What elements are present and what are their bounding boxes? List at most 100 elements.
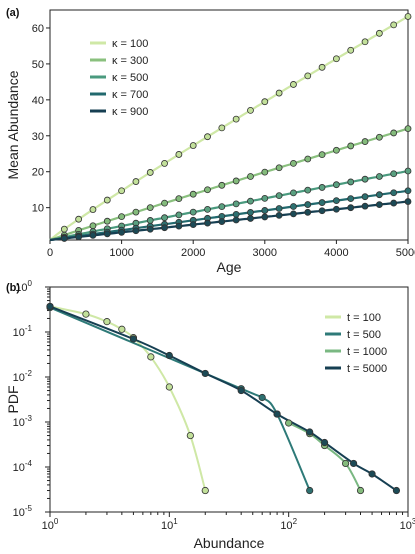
data-point: [290, 81, 297, 88]
x-tick-label: 0: [47, 247, 53, 259]
data-point: [247, 215, 254, 222]
data-point: [161, 224, 168, 232]
data-point: [275, 192, 283, 200]
x-tick-label: 102: [280, 517, 297, 532]
data-point: [356, 486, 365, 495]
data-point: [318, 184, 326, 191]
data-point: [247, 197, 254, 205]
data-point: [390, 21, 398, 29]
data-point: [129, 335, 138, 343]
data-point: [218, 181, 226, 189]
data-point: [347, 195, 355, 203]
data-point: [261, 213, 269, 221]
data-point: [118, 187, 125, 195]
data-point: [347, 46, 355, 54]
x-tick-label: 4000: [324, 247, 348, 259]
legend-label: κ = 500: [112, 72, 148, 84]
legend-label: t = 5000: [347, 363, 387, 375]
data-point: [404, 198, 412, 205]
data-point: [290, 159, 297, 167]
x-tick-label: 5000: [396, 247, 415, 259]
data-point: [165, 383, 173, 391]
data-point: [261, 168, 269, 176]
data-point: [201, 369, 209, 378]
series-line: [50, 306, 311, 491]
data-point: [175, 222, 183, 230]
x-tick-label: 2000: [181, 247, 205, 259]
data-point: [304, 72, 312, 80]
data-point: [218, 218, 226, 225]
y-tick-label: 30: [32, 131, 44, 143]
data-point: [375, 133, 383, 141]
data-point: [318, 199, 326, 206]
data-point: [118, 213, 125, 221]
data-point: [332, 197, 340, 205]
data-point: [232, 216, 240, 224]
data-point: [60, 225, 68, 233]
y-tick-label: 10: [32, 203, 44, 215]
data-point: [165, 351, 173, 360]
data-point: [175, 195, 183, 203]
data-point: [375, 201, 383, 209]
data-point: [368, 470, 376, 478]
data-point: [261, 194, 269, 202]
data-point: [404, 187, 412, 195]
data-point: [218, 124, 226, 132]
data-point: [204, 205, 211, 213]
x-axis-label: Age: [217, 259, 242, 275]
data-point: [404, 125, 412, 132]
data-point: [304, 186, 312, 194]
data-point: [204, 186, 211, 194]
y-tick-label: 20: [32, 167, 44, 179]
data-point: [347, 178, 355, 186]
data-point: [232, 115, 240, 123]
data-point: [361, 138, 369, 145]
data-point: [332, 146, 340, 154]
data-point: [275, 164, 283, 172]
data-point: [89, 231, 97, 239]
data-point: [103, 196, 111, 204]
data-point: [375, 29, 383, 37]
data-point: [375, 191, 383, 199]
legend-label: κ = 900: [112, 106, 148, 118]
x-tick-label: 3000: [253, 247, 277, 259]
data-point: [75, 215, 83, 223]
data-point: [189, 208, 197, 216]
data-point: [146, 217, 154, 224]
data-point: [318, 63, 326, 71]
data-point: [147, 353, 155, 361]
data-point: [306, 428, 314, 436]
y-tick-label: 10-2: [13, 369, 33, 384]
x-tick-label: 100: [42, 517, 59, 532]
series-line: [49, 200, 409, 242]
y-tick-label: 10-1: [13, 324, 33, 339]
y-axis-label: Mean Abundance: [5, 70, 21, 179]
data-point: [103, 230, 111, 238]
data-point: [161, 214, 168, 222]
series-line: [49, 127, 409, 242]
data-point: [390, 170, 398, 178]
series-line: [49, 189, 409, 242]
data-point: [201, 486, 209, 495]
legend-label: κ = 700: [112, 89, 148, 101]
y-tick-label: 100: [15, 279, 32, 294]
data-point: [261, 207, 269, 214]
data-point: [189, 142, 197, 149]
panel-label: (a): [6, 7, 20, 19]
data-point: [347, 142, 355, 150]
data-point: [392, 486, 401, 495]
x-tick-label: 101: [161, 517, 178, 532]
y-axis-label: PDF: [5, 386, 21, 414]
data-point: [118, 228, 125, 236]
panel-b: 100 101 102 103 100 10-1 10-2 10-3 10-4 10-5 (b) Ab…: [5, 279, 415, 551]
data-point: [361, 202, 369, 210]
data-point: [361, 38, 369, 46]
data-point: [404, 13, 412, 20]
data-point: [204, 219, 211, 227]
data-point: [275, 89, 283, 97]
data-point: [261, 98, 269, 106]
data-point: [146, 225, 154, 233]
data-point: [304, 201, 312, 208]
series-line: [50, 305, 207, 491]
